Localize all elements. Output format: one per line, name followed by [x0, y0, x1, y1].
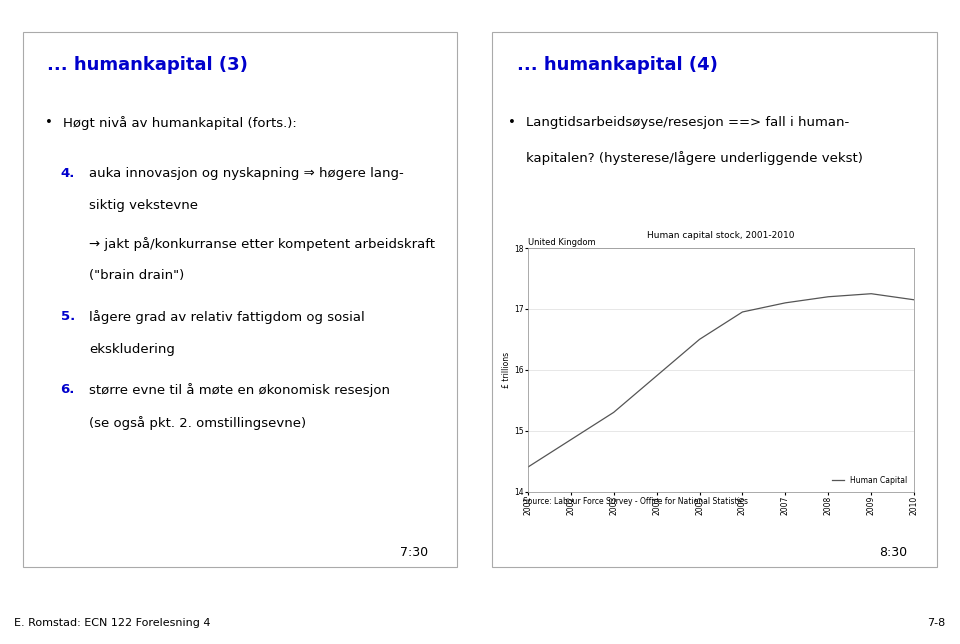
Text: kapitalen? (hysterese/lågere underliggende vekst): kapitalen? (hysterese/lågere underliggen… [525, 151, 862, 165]
Text: 8:30: 8:30 [879, 545, 907, 558]
Text: siktig vekstevne: siktig vekstevne [89, 200, 198, 213]
Text: Høgt nivå av humankapital (forts.):: Høgt nivå av humankapital (forts.): [62, 115, 297, 129]
Text: Langtidsarbeidsøyse/resesjon ==> fall i human-: Langtidsarbeidsøyse/resesjon ==> fall i … [525, 115, 849, 129]
Text: ... humankapital (4): ... humankapital (4) [516, 56, 717, 74]
Text: 7-8: 7-8 [927, 618, 946, 628]
Text: 4.: 4. [60, 167, 75, 180]
Text: United Kingdom: United Kingdom [528, 238, 595, 247]
Text: •: • [508, 115, 516, 129]
Text: 7:30: 7:30 [400, 545, 428, 558]
Text: (se også pkt. 2. omstillingsevne): (se også pkt. 2. omstillingsevne) [89, 416, 306, 430]
Text: ekskludering: ekskludering [89, 343, 175, 355]
Text: ("brain drain"): ("brain drain") [89, 269, 184, 281]
Text: 5.: 5. [60, 310, 75, 323]
Text: ... humankapital (3): ... humankapital (3) [47, 56, 249, 74]
Text: Human capital stock, 2001-2010: Human capital stock, 2001-2010 [647, 231, 795, 240]
Text: → jakt på/konkurranse etter kompetent arbeidskraft: → jakt på/konkurranse etter kompetent ar… [89, 237, 435, 251]
Text: E. Romstad: ECN 122 Forelesning 4: E. Romstad: ECN 122 Forelesning 4 [14, 618, 211, 628]
FancyBboxPatch shape [23, 32, 457, 567]
Text: auka innovasjon og nyskapning ⇒ høgere lang-: auka innovasjon og nyskapning ⇒ høgere l… [89, 167, 404, 180]
Y-axis label: £ trillions: £ trillions [502, 352, 512, 388]
Text: •: • [45, 115, 53, 129]
Text: større evne til å møte en økonomisk resesjon: større evne til å møte en økonomisk rese… [89, 383, 390, 397]
Text: Source: Labour Force Survey - Office for National Statistics: Source: Labour Force Survey - Office for… [523, 497, 748, 506]
Legend: Human Capital: Human Capital [829, 473, 910, 488]
FancyBboxPatch shape [492, 32, 937, 567]
Text: 6.: 6. [60, 383, 75, 396]
Text: lågere grad av relativ fattigdom og sosial: lågere grad av relativ fattigdom og sosi… [89, 310, 365, 324]
